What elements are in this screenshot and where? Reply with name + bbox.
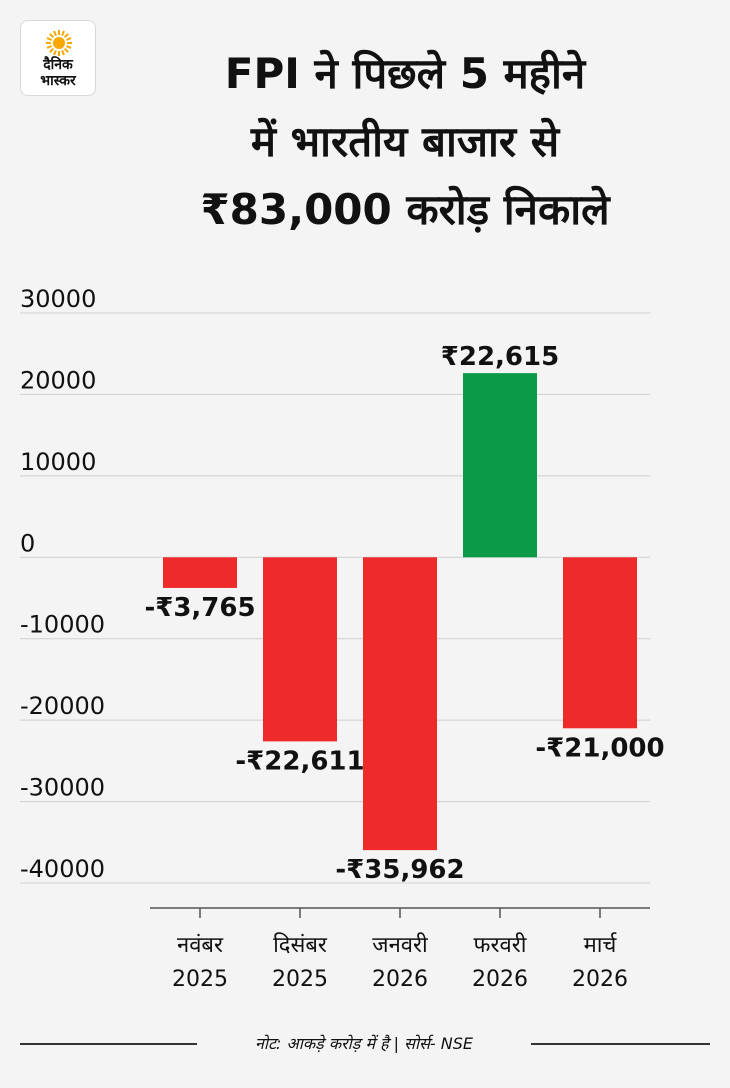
data-label: ₹22,615 [441, 342, 559, 372]
page-title: FPI ने पिछले 5 महीने में भारतीय बाजार से… [100, 40, 710, 244]
brand-logo: दैनिक भास्कर [20, 20, 96, 96]
x-tick-label: 2026 [572, 967, 628, 992]
logo-text-line1: दैनिक [43, 57, 73, 73]
title-line-1: FPI ने पिछले 5 महीने [224, 49, 586, 98]
y-tick-label: -10000 [20, 611, 105, 639]
y-tick-label: 10000 [20, 448, 96, 476]
logo-text-line2: भास्कर [40, 73, 76, 89]
data-label: -₹21,000 [535, 733, 664, 763]
footer-divider-left [20, 1043, 197, 1045]
x-tick-label: 2025 [172, 967, 228, 992]
y-tick-label: 30000 [20, 285, 96, 313]
title-line-3: ₹83,000 करोड़ निकाले [200, 185, 610, 234]
x-tick-label: 2026 [372, 967, 428, 992]
y-tick-label: 0 [20, 529, 35, 557]
y-tick-label: -40000 [20, 855, 105, 883]
x-tick-label: 2026 [472, 967, 528, 992]
bar [163, 557, 237, 588]
title-line-2: में भारतीय बाजार से [250, 117, 560, 166]
sun-icon [46, 30, 72, 56]
data-label: -₹35,962 [335, 855, 464, 885]
y-tick-label: -30000 [20, 774, 105, 802]
bar [463, 373, 537, 558]
x-tick-label: फरवरी [474, 932, 527, 958]
x-tick-label: मार्च [584, 932, 618, 958]
x-tick-label: 2025 [272, 967, 328, 992]
x-tick-label: नवंबर [177, 933, 224, 958]
x-tick-label: दिसंबर [273, 932, 328, 958]
bar [363, 557, 437, 851]
data-label: -₹22,611 [235, 746, 364, 776]
y-tick-label: 20000 [20, 366, 96, 394]
y-tick-label: -20000 [20, 692, 105, 720]
fpi-bar-chart: 30000 20000 10000 0 -10000 -20000 -30000 -40000… [20, 285, 665, 992]
data-label: -₹3,765 [144, 593, 255, 623]
footer-note: नोट: आकड़े करोड़ में है | सोर्स- NSE [254, 1034, 474, 1053]
footer-divider-right [531, 1043, 710, 1045]
bar [263, 557, 337, 742]
x-tick-label: जनवरी [372, 932, 428, 958]
bar [563, 557, 637, 729]
